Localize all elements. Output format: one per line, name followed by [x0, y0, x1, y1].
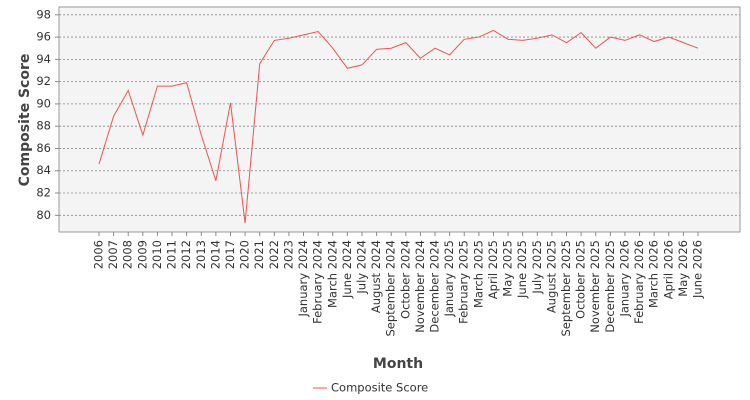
x-tick-label: December 2024	[428, 240, 442, 333]
x-tick-label: July 2025	[530, 240, 544, 295]
x-tick-label: January 2025	[442, 240, 456, 318]
x-tick-label: February 2024	[311, 240, 325, 324]
x-tick-label: September 2024	[384, 240, 398, 337]
x-tick-label: 2021	[252, 240, 266, 269]
x-tick-label: 2011	[165, 240, 179, 269]
x-tick-label: July 2024	[354, 240, 368, 295]
x-tick-label: 2014	[208, 240, 222, 269]
x-tick-label: 2006	[92, 240, 106, 269]
y-tick-label: 86	[36, 141, 51, 155]
y-tick-label: 80	[36, 208, 51, 222]
x-tick-label: August 2024	[369, 240, 383, 313]
x-tick-label: May 2025	[501, 240, 515, 297]
x-tick-label: 2008	[121, 240, 135, 269]
x-tick-label: 2022	[267, 240, 281, 269]
legend-label: Composite Score	[331, 381, 428, 395]
x-tick-label: February 2026	[632, 240, 646, 324]
x-tick-label: January 2026	[617, 240, 631, 318]
y-axis-title: Composite Score	[17, 54, 33, 187]
x-tick-label: October 2024	[398, 240, 412, 319]
x-tick-label: November 2025	[588, 240, 602, 333]
x-tick-label: March 2026	[647, 240, 661, 308]
x-tick-label: October 2025	[574, 240, 588, 319]
x-tick-label: June 2025	[515, 240, 529, 299]
x-tick-label: April 2025	[486, 240, 500, 299]
x-tick-label: September 2025	[559, 240, 573, 337]
y-tick-label: 96	[36, 30, 51, 44]
x-tick-label: 2020	[238, 240, 252, 269]
y-tick-label: 84	[36, 163, 51, 177]
x-tick-label: June 2024	[340, 240, 354, 299]
data-line	[98, 29, 699, 224]
x-tick-label: June 2026	[691, 240, 705, 299]
y-tick-label: 90	[36, 96, 51, 110]
x-tick-label: March 2024	[325, 240, 339, 308]
x-tick-label: January 2024	[296, 240, 310, 318]
x-tick-label: November 2024	[413, 240, 427, 333]
y-tick-label: 98	[36, 7, 51, 21]
x-tick-label: 2009	[135, 240, 149, 269]
y-tick-label: 92	[36, 74, 51, 88]
plot-area	[58, 6, 741, 233]
x-tick-label: 2013	[194, 240, 208, 269]
x-tick-label: 2017	[223, 240, 237, 269]
x-tick-label: 2023	[281, 240, 295, 269]
x-tick-label: February 2025	[457, 240, 471, 324]
y-tick-label: 88	[36, 119, 51, 133]
x-tick-label: December 2025	[603, 240, 617, 333]
y-tick-label: 94	[36, 52, 51, 66]
x-tick-label: March 2025	[471, 240, 485, 308]
x-tick-label: 2012	[179, 240, 193, 269]
x-tick-label: 2007	[106, 240, 120, 269]
x-tick-label: May 2026	[676, 240, 690, 297]
x-axis-title: Month	[373, 356, 423, 372]
x-tick-label: 2010	[150, 240, 164, 269]
y-tick-label: 82	[36, 186, 51, 200]
x-tick-label: April 2026	[661, 240, 675, 299]
x-tick-label: August 2025	[544, 240, 558, 313]
